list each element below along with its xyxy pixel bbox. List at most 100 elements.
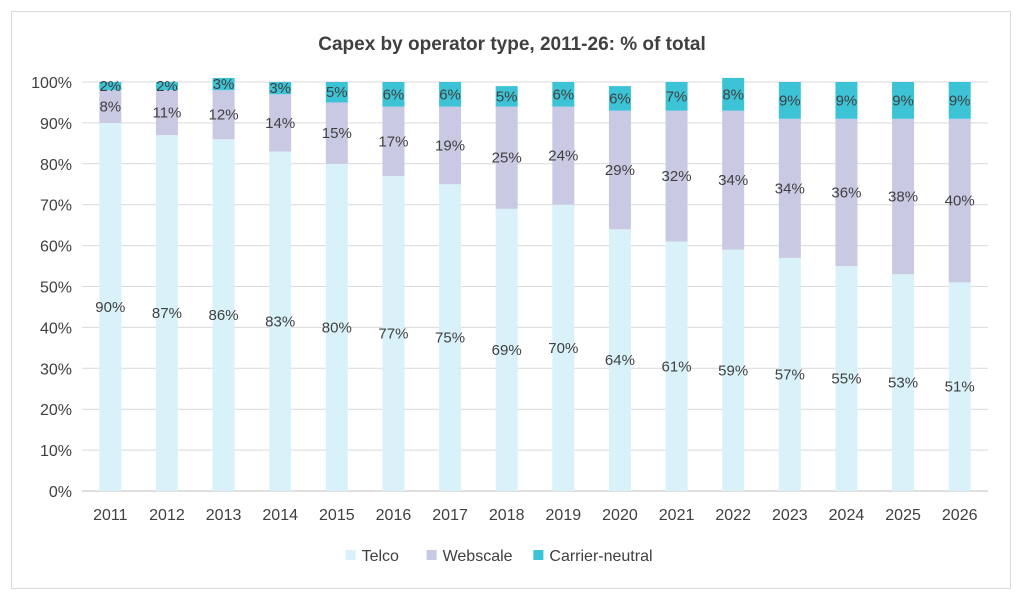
data-label: 6%: [552, 86, 574, 103]
data-label: 9%: [949, 92, 971, 109]
data-label: 6%: [383, 86, 405, 103]
bar-segment: [835, 118, 858, 267]
bar-segment: [99, 90, 122, 123]
data-label: 2%: [156, 78, 178, 95]
legend-item: Webscale: [426, 548, 513, 565]
bar-segment: [269, 82, 292, 95]
data-label: 34%: [718, 172, 748, 189]
legend-item: Telco: [345, 548, 399, 565]
data-label: 70%: [548, 340, 578, 357]
bar-segment: [325, 163, 348, 492]
data-label: 5%: [496, 88, 518, 105]
bar-segment: [722, 77, 745, 111]
x-tick-label: 2018: [489, 507, 525, 524]
data-label: 8%: [99, 99, 121, 116]
legend-label: Webscale: [443, 548, 513, 565]
y-axis: 0% 10% 20% 30% 40% 50% 60% 70% 80% 90% 100%: [31, 75, 72, 501]
x-tick-label: 2014: [262, 507, 298, 524]
bar-segment: [552, 106, 575, 205]
data-label: 7%: [666, 88, 688, 105]
data-label: 87%: [152, 305, 182, 322]
legend: Telco Webscale Carrier-neutral: [345, 548, 653, 565]
data-label: 6%: [609, 90, 631, 107]
data-label: 17%: [378, 133, 408, 150]
data-label: 69%: [492, 342, 522, 359]
x-tick-label: 2023: [772, 507, 808, 524]
bar-segment: [495, 86, 518, 107]
data-label: 8%: [722, 86, 744, 103]
x-tick-label: 2022: [715, 507, 751, 524]
data-label: 9%: [892, 92, 914, 109]
y-tick-label: 100%: [31, 75, 72, 92]
bars: [99, 77, 971, 492]
bar-segment: [778, 82, 801, 119]
y-tick-label: 50%: [40, 280, 72, 297]
bar-segment: [155, 82, 178, 91]
y-tick-label: 90%: [40, 116, 72, 133]
bar-segment: [778, 257, 801, 491]
data-label: 51%: [945, 379, 975, 396]
data-label: 3%: [269, 80, 291, 97]
y-tick-label: 80%: [40, 157, 72, 174]
bar-segment: [948, 82, 971, 119]
bar-segment: [665, 241, 688, 491]
data-label: 24%: [548, 148, 578, 165]
y-tick-label: 30%: [40, 361, 72, 378]
bar-segment: [892, 118, 915, 275]
bar-segment: [495, 208, 518, 492]
data-label: 9%: [779, 92, 801, 109]
bar-segment: [382, 82, 405, 107]
bar-segment: [722, 110, 745, 250]
bar-segment: [892, 82, 915, 119]
data-label: 59%: [718, 362, 748, 379]
bar-segment: [948, 282, 971, 491]
x-axis: 2011 2012 2013 2014 2015 2016 2017 2018 2019 2020…: [93, 507, 977, 524]
data-label: 53%: [888, 375, 918, 392]
data-label: 5%: [326, 84, 348, 101]
y-tick-label: 20%: [40, 402, 72, 419]
bar-segment: [439, 82, 462, 107]
data-label: 6%: [439, 86, 461, 103]
data-label: 75%: [435, 330, 465, 347]
bar-segment: [382, 106, 405, 177]
bar-segment: [212, 90, 235, 140]
data-label: 19%: [435, 137, 465, 154]
x-tick-label: 2021: [659, 507, 695, 524]
y-tick-label: 70%: [40, 198, 72, 215]
bar-segment: [892, 274, 915, 491]
data-label: 29%: [605, 162, 635, 179]
data-label: 64%: [605, 352, 635, 369]
bar-segment: [155, 90, 178, 136]
legend-label: Carrier-neutral: [549, 548, 652, 565]
bar-segment: [439, 184, 462, 491]
bar-segment: [99, 122, 122, 492]
data-label: 25%: [492, 150, 522, 167]
x-tick-label: 2017: [432, 507, 468, 524]
data-label: 57%: [775, 366, 805, 383]
bar-segment: [382, 176, 405, 491]
legend-swatch: [426, 550, 437, 560]
data-label: 36%: [831, 184, 861, 201]
bar-segment: [835, 82, 858, 119]
y-tick-label: 0%: [49, 484, 72, 501]
x-tick-label: 2026: [942, 507, 978, 524]
data-label: 90%: [95, 299, 125, 316]
x-tick-label: 2020: [602, 507, 638, 524]
x-tick-label: 2016: [376, 507, 412, 524]
data-label: 77%: [378, 326, 408, 343]
x-tick-label: 2013: [206, 507, 242, 524]
y-tick-label: 60%: [40, 239, 72, 256]
bar-segment: [495, 106, 518, 209]
bar-segment: [552, 82, 575, 107]
bar-segment: [155, 135, 178, 492]
bar-segment: [212, 77, 235, 91]
bar-segment: [665, 110, 688, 242]
bar-segment: [835, 266, 858, 491]
bar-segment: [212, 139, 235, 491]
data-labels: 90% 8% 2% 87% 11% 2% 86% 12% 3% 83% 14% 3% 80% 15% 5% 7…: [95, 76, 974, 396]
bar-segment: [99, 82, 122, 91]
data-label: 2%: [99, 78, 121, 95]
x-tick-label: 2025: [885, 507, 921, 524]
bar-segment: [325, 82, 348, 103]
